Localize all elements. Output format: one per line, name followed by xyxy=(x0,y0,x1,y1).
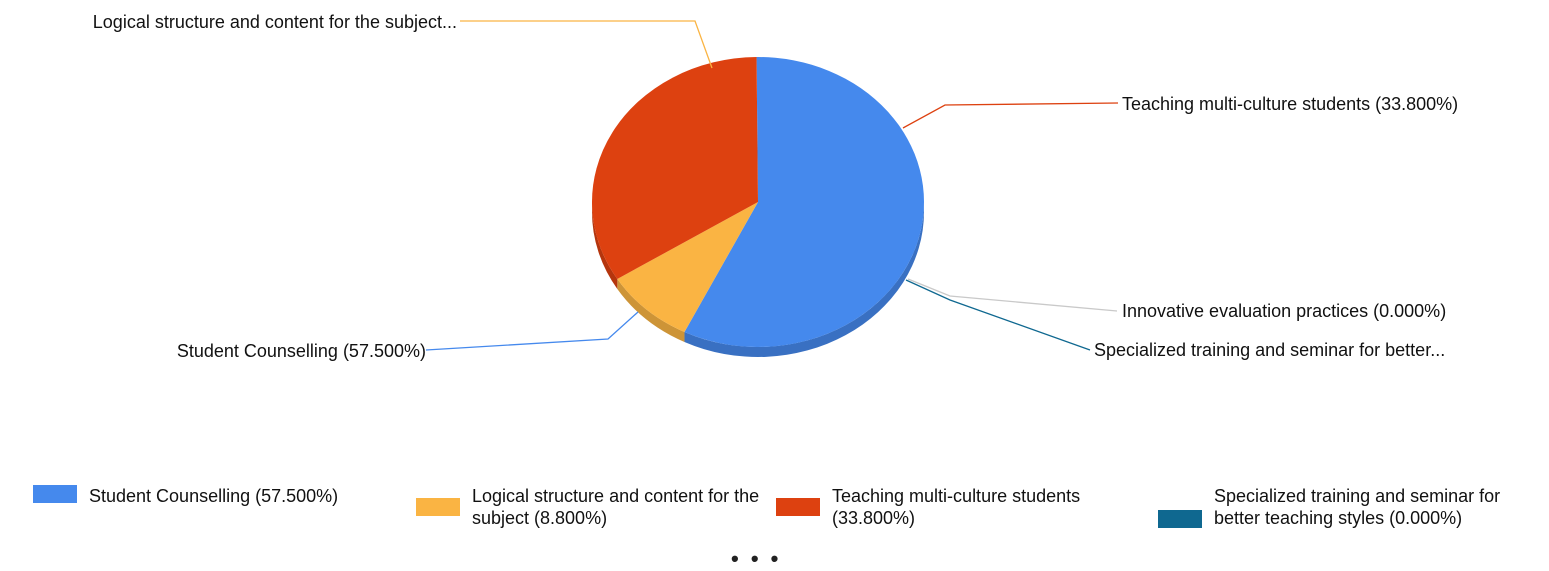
legend-item-logical-structure[interactable]: Logical structure and content for the su… xyxy=(416,485,772,529)
slice-labels: Student Counselling (57.500%) Logical str… xyxy=(93,12,1458,361)
slice-side-student-counselling xyxy=(684,202,924,357)
legend-swatch xyxy=(33,485,77,503)
slice-side-teaching-multi-culture-students xyxy=(592,202,618,289)
legend-item-specialized-training[interactable]: Specialized training and seminar for bet… xyxy=(1158,485,1504,529)
legend-label: Logical structure and content for the su… xyxy=(472,486,760,528)
leader-line-specialized-training-and-seminar-for-better xyxy=(905,279,1091,351)
pie-depth-layer xyxy=(592,202,924,357)
legend-swatch xyxy=(1158,510,1202,528)
leader-lines xyxy=(425,20,1119,351)
slice-label-logical-structure-and-content-for-the-subject: Logical structure and content for the su… xyxy=(93,12,457,32)
legend-item-student-counselling[interactable]: Student Counselling (57.500%) xyxy=(33,485,419,507)
slice-teaching-multi-culture-students[interactable] xyxy=(591,57,758,279)
legend-swatch xyxy=(776,498,820,516)
legend-more-button[interactable]: • • • xyxy=(731,546,782,571)
legend-label: Teaching multi-culture students (33.800%… xyxy=(832,486,1081,528)
slice-student-counselling[interactable] xyxy=(684,57,924,347)
slice-label-innovative-evaluation-practices: Innovative evaluation practices (0.000%) xyxy=(1122,301,1446,321)
leader-line-teaching-multi-culture-students xyxy=(902,102,1119,129)
slice-side-logical-structure-and-content-for-the-subject xyxy=(617,278,685,342)
slice-label-specialized-training-and-seminar-for-better: Specialized training and seminar for bet… xyxy=(1094,340,1445,360)
slice-label-student-counselling: Student Counselling (57.500%) xyxy=(177,341,426,361)
leader-line-logical-structure-and-content-for-the-subject xyxy=(460,20,713,69)
slice-label-teaching-multi-culture-students: Teaching multi-culture students (33.800%… xyxy=(1122,94,1458,114)
legend-item-teaching-multi-culture[interactable]: Teaching multi-culture students (33.800%… xyxy=(776,485,1152,529)
leader-line-innovative-evaluation-practices xyxy=(907,278,1118,312)
slice-logical-structure-and-content-for-the-subject[interactable] xyxy=(617,202,758,332)
legend-label: Student Counselling (57.500%) xyxy=(89,486,339,506)
legend-label: Specialized training and seminar for bet… xyxy=(1214,486,1501,528)
legend-swatch xyxy=(416,498,460,516)
leader-line-student-counselling xyxy=(425,311,639,351)
pie-top-layer xyxy=(591,57,924,347)
